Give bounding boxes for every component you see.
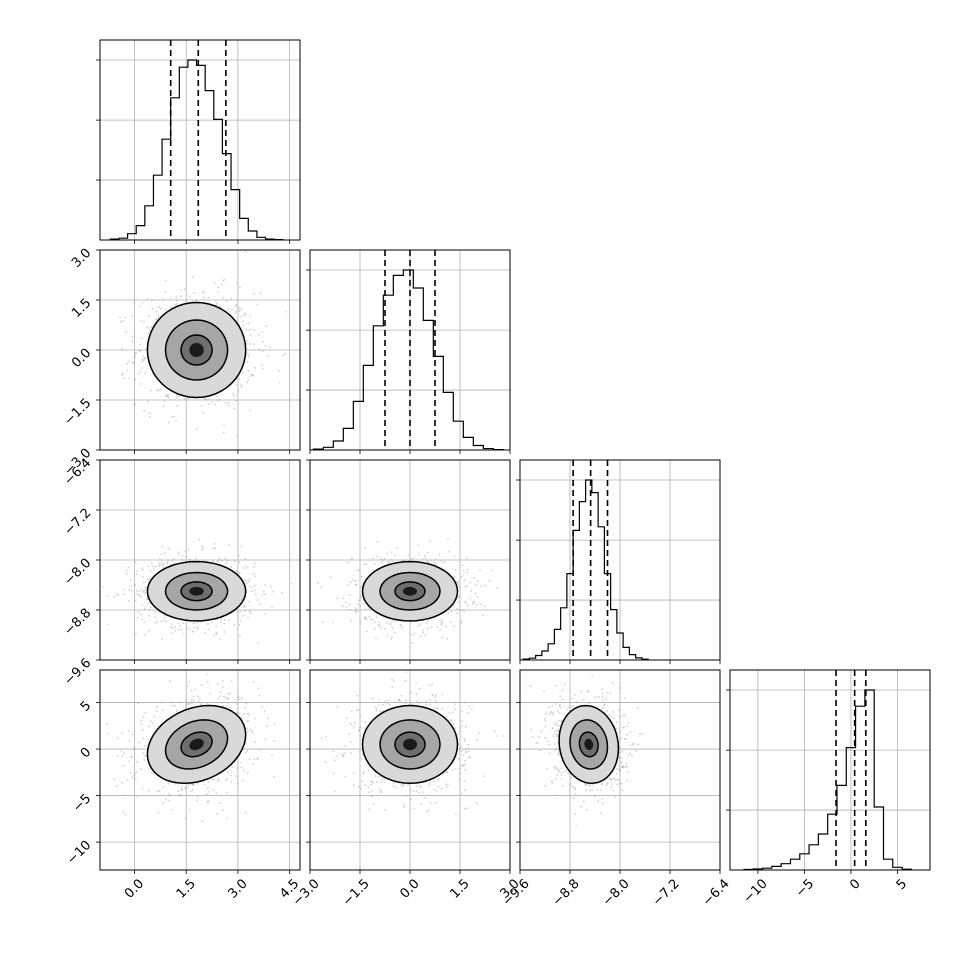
- density-panel-0-1-frame: [99, 249, 301, 451]
- ytick-label-2-2: −8.0: [61, 556, 94, 589]
- xtick-label-3-2: 0: [847, 876, 863, 892]
- density-panel-0-2-contour-1: [164, 571, 229, 611]
- density-panel-0-2-frame: [99, 459, 301, 661]
- ytick-label-2-0: −9.6: [61, 656, 94, 689]
- xtick-label-2-4: −6.4: [700, 876, 733, 909]
- xtick-label-1-3: 1.5: [447, 876, 472, 901]
- density-panel-1-3-density-peak: [403, 738, 417, 751]
- density-panel-1-2-density-peak: [403, 586, 417, 596]
- ytick-label-3-0: −10: [64, 838, 94, 868]
- density-panel-0-3-frame: [99, 669, 301, 871]
- ytick-label-3-3: 5: [78, 698, 94, 714]
- histogram-0: [109, 59, 284, 241]
- density-panel-2-3-frame: [519, 669, 721, 871]
- ytick-label-2-3: −7.2: [61, 506, 94, 539]
- hist-panel-3-frame: [729, 669, 931, 871]
- density-panel-0-3-contour-2: [180, 731, 213, 758]
- density-panel-0-3-density-peak: [189, 738, 204, 751]
- density-panel-0-3-contour-1: [164, 719, 229, 770]
- xtick-label-2-1: −8.8: [550, 876, 583, 909]
- ytick-label-1-1: −1.5: [61, 396, 94, 429]
- density-panel-0-3-contour-0: [146, 704, 247, 785]
- density-panel-1-2-contour-2: [394, 581, 426, 602]
- density-panel-0-1-contour-2: [180, 334, 213, 366]
- histogram-2: [522, 479, 649, 660]
- density-panel-2-3-density-peak: [584, 738, 594, 751]
- hist-panel-2-frame: [519, 459, 721, 661]
- ytick-label-3-2: 0: [78, 745, 94, 761]
- density-panel-2-3-contour-0: [558, 704, 620, 785]
- histogram-1: [312, 269, 504, 451]
- density-panel-1-3-contour-1: [379, 719, 441, 770]
- density-panel-1-2-contour-0: [361, 560, 459, 622]
- density-panel-0-2-contour-0: [146, 560, 247, 622]
- xtick-label-0-2: 3.0: [225, 876, 250, 901]
- xtick-label-3-3: 5: [894, 876, 910, 892]
- density-panel-1-3-contour-2: [394, 731, 426, 758]
- histogram-3: [743, 689, 912, 871]
- xtick-label-2-3: −7.2: [650, 876, 683, 909]
- hist-panel-0-frame: [99, 39, 301, 241]
- xtick-label-0-0: 0.0: [122, 876, 147, 901]
- density-panel-0-2-contour-2: [180, 581, 213, 602]
- xtick-label-0-1: 1.5: [174, 876, 199, 901]
- density-panel-2-3-contour-2: [578, 731, 599, 758]
- density-panel-0-1-contour-0: [146, 301, 247, 399]
- density-panel-1-2-frame: [309, 459, 511, 661]
- xtick-label-1-1: −1.5: [340, 876, 373, 909]
- xtick-label-3-0: −10: [741, 876, 771, 906]
- ytick-label-1-4: 3.0: [69, 246, 94, 271]
- hist-panel-1-frame: [309, 249, 511, 451]
- ytick-label-1-2: 0.0: [69, 346, 94, 371]
- ytick-label-3-1: −5: [70, 791, 94, 815]
- xtick-label-3-1: −5: [793, 876, 817, 900]
- density-panel-1-3-frame: [309, 669, 511, 871]
- xtick-label-2-0: −9.6: [500, 876, 533, 909]
- xtick-label-2-2: −8.0: [600, 876, 633, 909]
- density-panel-0-1-contour-1: [164, 319, 229, 381]
- density-panel-1-2-contour-1: [379, 571, 441, 611]
- density-panel-0-1-density-peak: [189, 343, 204, 357]
- xtick-label-1-2: 0.0: [397, 876, 422, 901]
- density-panel-1-3-contour-0: [361, 704, 459, 785]
- ytick-label-1-3: 1.5: [69, 296, 94, 321]
- density-panel-0-2-density-peak: [189, 586, 204, 596]
- ytick-label-2-1: −8.8: [61, 606, 94, 639]
- density-panel-2-3-contour-1: [569, 719, 609, 770]
